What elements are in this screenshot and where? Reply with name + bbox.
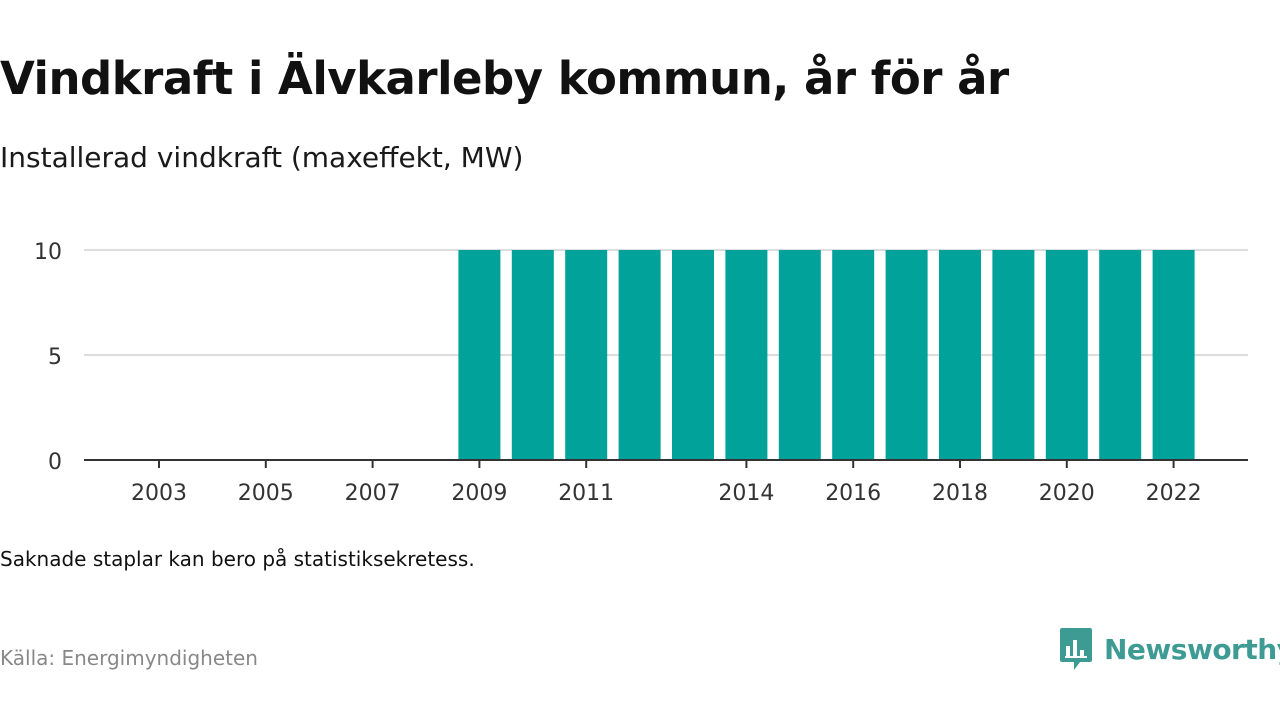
bar	[992, 250, 1035, 460]
bar-chart: 0 5 10 2003 2005 2007 2009 2011 2014 2016 2018 2020…	[34, 240, 1248, 506]
x-tick-label: 2007	[345, 481, 401, 506]
chart-title: Vindkraft i Älvkarleby kommun, år för år	[0, 52, 1009, 105]
newsworthy-logo-icon	[1060, 628, 1092, 670]
x-tick-label: 2014	[718, 481, 774, 506]
x-tick-label: 2022	[1146, 481, 1202, 506]
x-tick-label: 2011	[558, 481, 614, 506]
bar	[885, 250, 928, 460]
bar	[1152, 250, 1195, 460]
bar	[1099, 250, 1142, 460]
x-tick-label: 2009	[451, 481, 507, 506]
bar	[778, 250, 821, 460]
bar	[458, 250, 501, 460]
y-tick-label: 10	[34, 240, 62, 265]
bar	[1045, 250, 1088, 460]
x-tick-label: 2020	[1039, 481, 1095, 506]
x-tick-label: 2005	[238, 481, 294, 506]
bar	[939, 250, 981, 460]
brand-name: Newsworthy	[1104, 632, 1280, 666]
x-tick-label: 2016	[825, 481, 881, 506]
y-tick-label: 5	[48, 345, 62, 370]
chart-subtitle: Installerad vindkraft (maxeffekt, MW)	[0, 141, 524, 174]
bar	[565, 250, 608, 460]
bar	[832, 250, 875, 460]
bar	[725, 250, 768, 460]
source-text: Källa: Energimyndigheten	[0, 646, 258, 670]
chart-note: Saknade staplar kan bero på statistiksek…	[0, 547, 475, 571]
bar	[672, 250, 714, 460]
brand-logo: Newsworthy	[1058, 626, 1280, 672]
y-tick-label: 0	[48, 450, 62, 475]
bar	[511, 250, 554, 460]
bar	[618, 250, 661, 460]
x-tick-label: 2003	[131, 481, 187, 506]
x-tick-label: 2018	[932, 481, 988, 506]
